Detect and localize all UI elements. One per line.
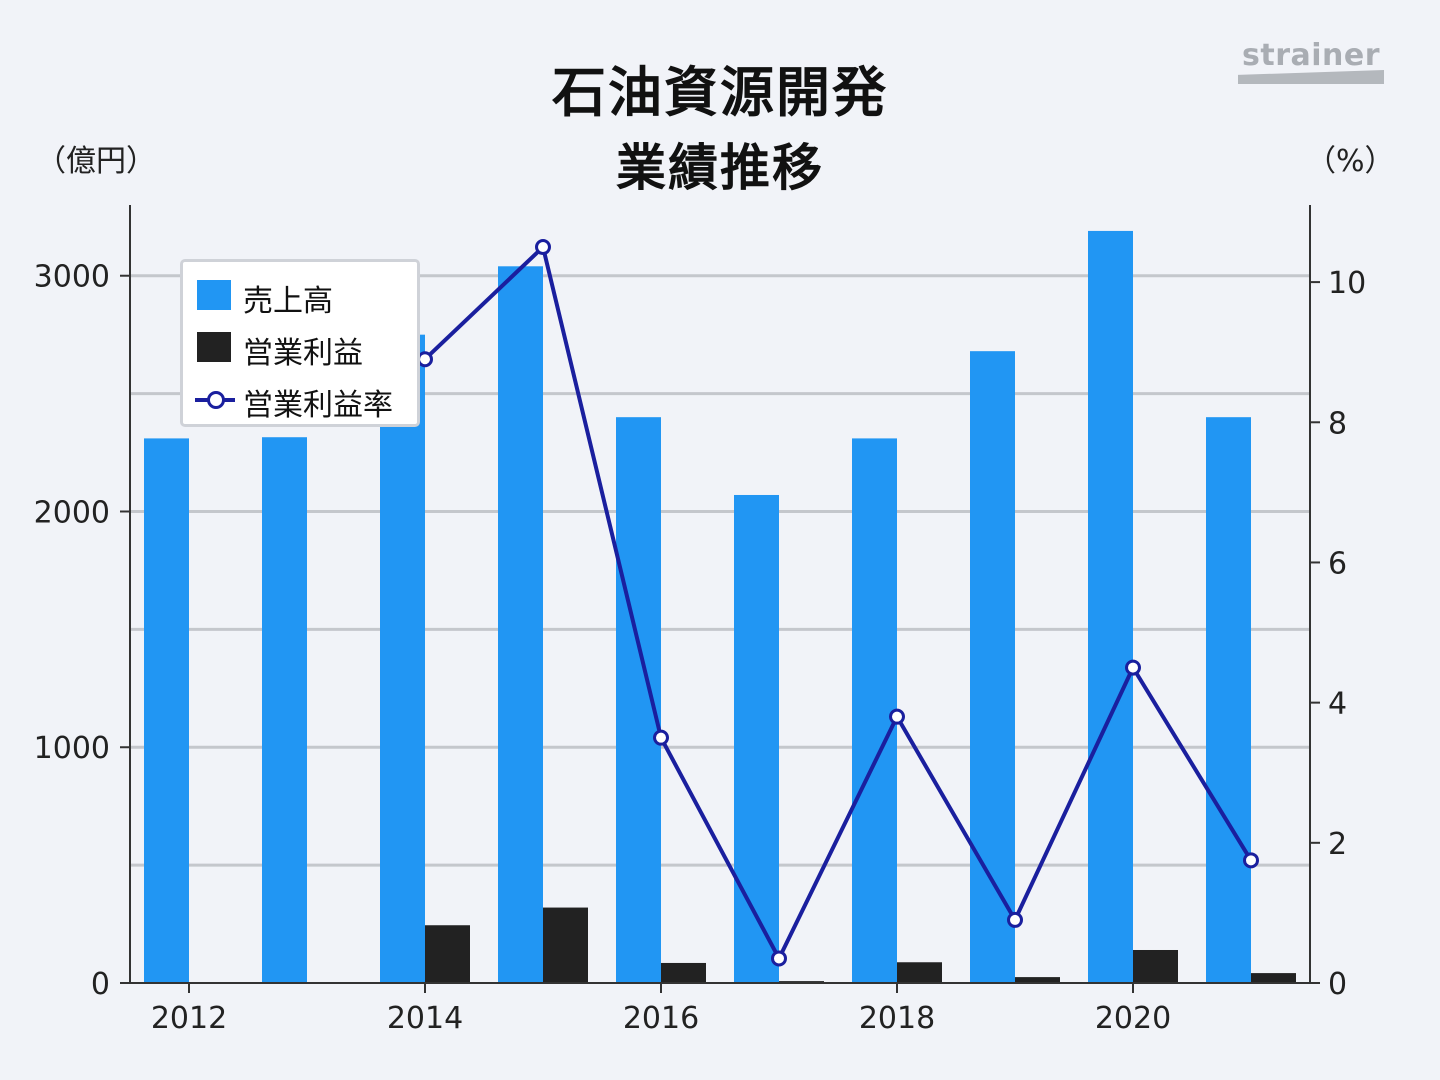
legend: 売上高 営業利益 営業利益率 xyxy=(180,259,420,427)
right-axis-unit: （%） xyxy=(1306,144,1395,179)
bar-operating-profit-2019 xyxy=(1015,977,1060,983)
bar-operating-profit-2021 xyxy=(1251,973,1296,983)
legend-swatch-sales xyxy=(197,280,231,310)
margin-point-2016 xyxy=(653,729,669,746)
left-axis-unit: （億円） xyxy=(36,144,156,179)
bar-operating-profit-2018 xyxy=(897,962,942,983)
logo-text: strainer xyxy=(1242,38,1381,73)
bar-sales-2021 xyxy=(1206,417,1251,983)
bar-operating-profit-2016 xyxy=(661,962,706,983)
bar-sales-2019 xyxy=(970,351,1015,984)
x-tick-label: 2014 xyxy=(387,1001,463,1036)
chart-title: 石油資源開発 xyxy=(552,61,888,124)
bar-operating-profit-2015 xyxy=(543,907,588,983)
right-tick-label: 2 xyxy=(1328,827,1347,862)
margin-line-series xyxy=(417,239,1259,967)
bar-sales-2016 xyxy=(616,417,661,983)
axes xyxy=(120,205,1320,993)
legend-label-sales: 売上高 xyxy=(243,284,333,319)
margin-point-2018 xyxy=(889,708,905,725)
bar-sales-2013 xyxy=(262,437,307,984)
margin-point-2014 xyxy=(417,351,433,368)
bar-sales-2020 xyxy=(1088,230,1133,983)
x-tick-label: 2012 xyxy=(151,1001,227,1036)
right-tick-label: 4 xyxy=(1328,687,1347,722)
right-tick-label: 6 xyxy=(1328,546,1347,581)
left-tick-label: 0 xyxy=(91,967,110,1002)
right-tick-label: 10 xyxy=(1328,266,1366,301)
legend-label-operating-profit: 営業利益 xyxy=(243,336,363,371)
margin-point-2017 xyxy=(771,950,787,967)
margin-line xyxy=(423,245,1253,961)
x-tick-label: 2016 xyxy=(623,1001,699,1036)
left-tick-label: 3000 xyxy=(34,260,110,295)
bar-operating-profit-2020 xyxy=(1133,949,1178,983)
bar-sales-2014 xyxy=(380,334,425,984)
legend-swatch-operating-profit xyxy=(197,332,231,362)
legend-label-margin: 営業利益率 xyxy=(243,388,393,423)
x-tick-label: 2018 xyxy=(859,1001,935,1036)
right-tick-label: 0 xyxy=(1328,967,1347,1002)
bars xyxy=(144,230,1296,984)
legend-swatch-margin-marker xyxy=(207,391,225,409)
strainer-logo: strainer xyxy=(1236,38,1384,88)
right-tick-label: 8 xyxy=(1328,406,1347,441)
margin-point-2015 xyxy=(535,239,551,256)
x-tick-label: 2020 xyxy=(1095,1001,1171,1036)
bar-sales-2015 xyxy=(498,266,543,983)
left-tick-label: 1000 xyxy=(34,731,110,766)
margin-point-2021 xyxy=(1243,852,1259,869)
margin-point-2020 xyxy=(1125,659,1141,676)
margin-point-2019 xyxy=(1007,911,1023,928)
chart-subtitle: 業績推移 xyxy=(616,139,824,197)
tick-labels: 0 1000 2000 3000 0 2 4 6 8 10 2012 2014 2016 2018 2020 xyxy=(34,260,1367,1036)
bar-sales-2018 xyxy=(852,438,897,983)
left-tick-label: 2000 xyxy=(34,495,110,530)
bar-sales-2017 xyxy=(734,494,779,983)
bar-sales-2012 xyxy=(144,438,189,983)
bar-operating-profit-2014 xyxy=(425,925,470,983)
